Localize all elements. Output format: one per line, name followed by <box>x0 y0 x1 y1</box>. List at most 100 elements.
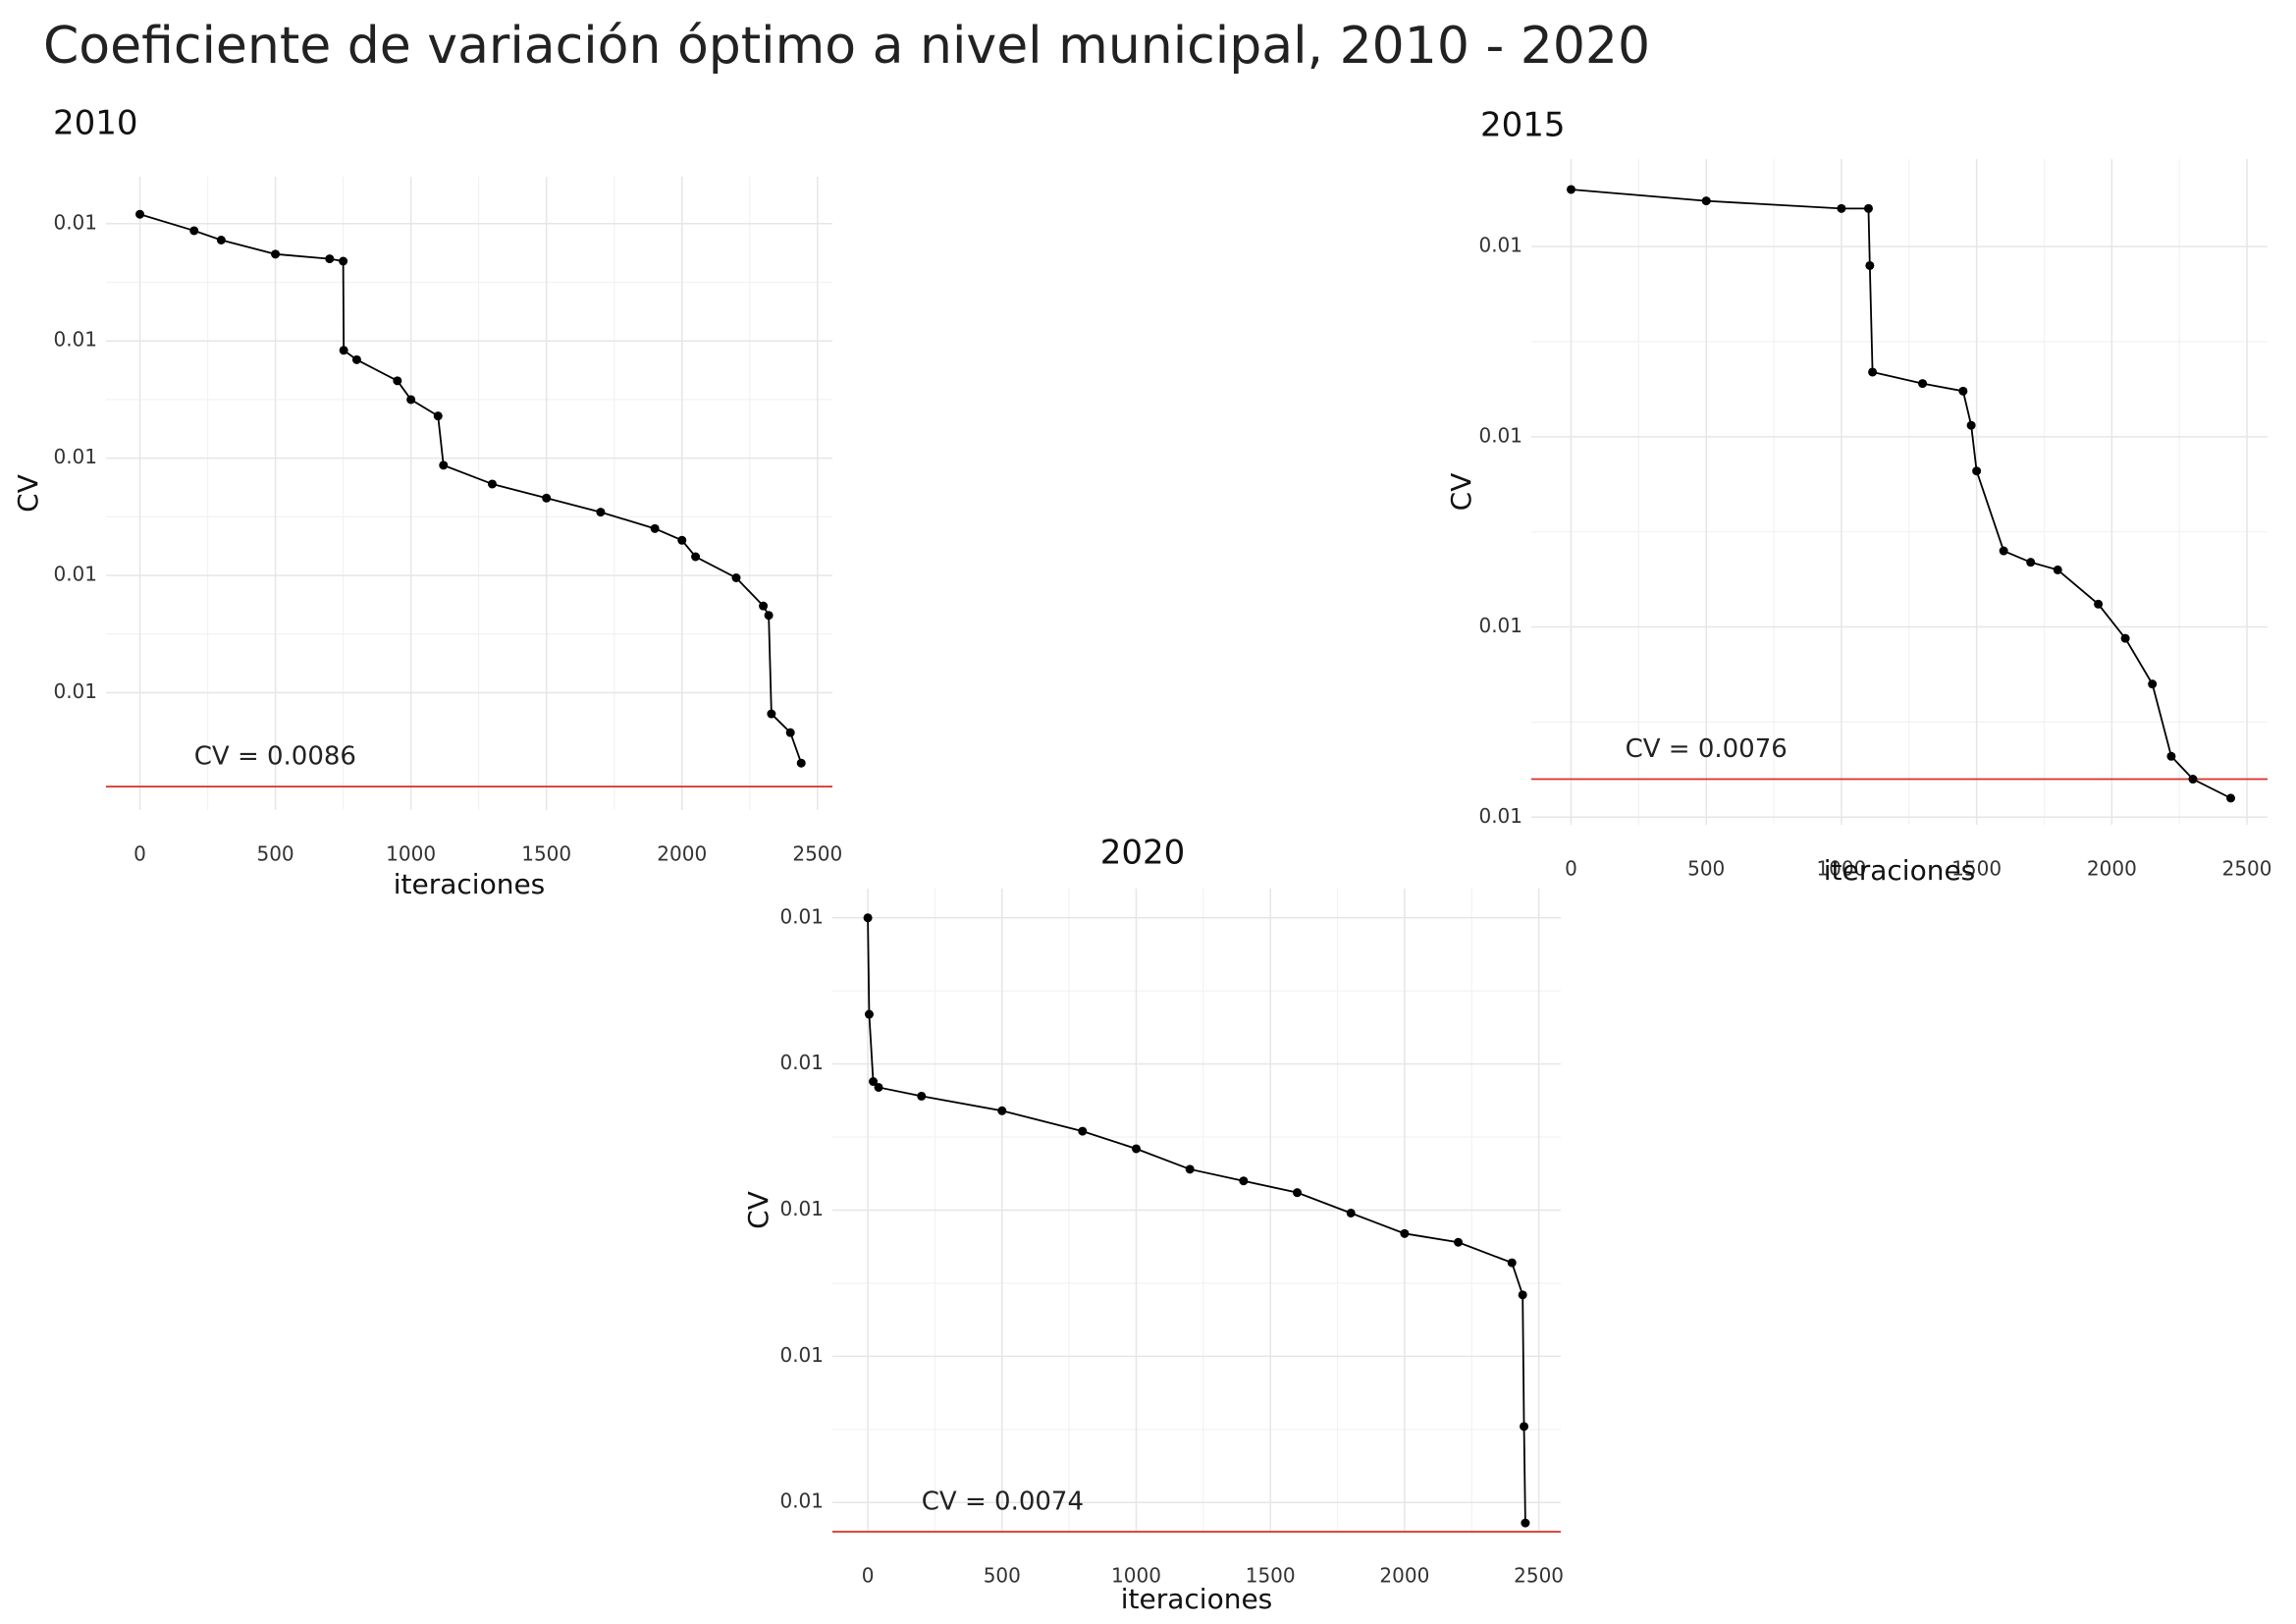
data-point <box>731 573 741 582</box>
data-line <box>867 917 1526 1524</box>
data-point <box>135 209 145 219</box>
panel-title: 2015 <box>1480 106 1566 145</box>
y-tick-label: 0.01 <box>1478 614 1522 637</box>
panel: 0 500 1000 1500 2000 2500 0.01 0.01 0.01 0.01 CV =… <box>1445 106 2272 888</box>
data-point <box>1958 386 1968 396</box>
x-axis-label: iteraciones <box>1121 1583 1273 1615</box>
data-point <box>439 460 449 470</box>
data-point <box>1972 466 1982 476</box>
y-tick-label: 0.01 <box>779 1489 824 1513</box>
data-point <box>2166 751 2176 761</box>
data-point <box>1865 260 1875 270</box>
reference-label: CV = 0.0086 <box>194 742 356 772</box>
data-point <box>1131 1144 1141 1154</box>
data-point <box>1566 185 1575 194</box>
reference-label: CV = 0.0076 <box>1626 734 1788 764</box>
data-point <box>2226 793 2236 803</box>
data-point <box>393 376 402 386</box>
data-point <box>677 535 687 545</box>
data-point <box>1868 367 1878 377</box>
figure-title: Coeficiente de variación óptimo a nivel … <box>43 17 1650 76</box>
data-point <box>2053 565 2062 574</box>
data-point <box>1454 1237 1464 1247</box>
x-tick-label: 2000 <box>1379 1564 1429 1588</box>
y-tick-label: 0.01 <box>1478 804 1522 828</box>
y-axis-label: CV <box>742 1191 774 1229</box>
data-point <box>863 913 873 923</box>
x-axis-label: iteraciones <box>1824 854 1976 887</box>
data-point <box>1185 1164 1195 1174</box>
data-point <box>1239 1176 1249 1186</box>
x-tick-label: 1000 <box>1111 1564 1161 1588</box>
data-point <box>864 1009 874 1019</box>
data-point <box>997 1106 1007 1115</box>
x-tick-label: 0 <box>133 842 146 866</box>
data-point <box>2026 558 2036 568</box>
data-point <box>1999 546 2008 556</box>
data-point <box>271 249 281 259</box>
x-tick-label: 1500 <box>521 842 571 866</box>
y-tick-label: 0.01 <box>53 445 97 468</box>
x-tick-label: 2000 <box>657 842 707 866</box>
data-point <box>1520 1422 1529 1432</box>
y-tick-label: 0.01 <box>53 679 97 703</box>
x-tick-label: 2500 <box>1514 1564 1564 1588</box>
data-point <box>1078 1126 1088 1136</box>
data-point <box>1346 1208 1356 1218</box>
data-point <box>433 411 443 421</box>
data-point <box>917 1091 927 1101</box>
x-tick-label: 1000 <box>386 842 436 866</box>
data-point <box>189 226 199 236</box>
data-point <box>1400 1228 1410 1238</box>
x-tick-label: 500 <box>256 842 294 866</box>
y-axis-label: CV <box>12 474 44 513</box>
y-tick-label: 0.01 <box>53 210 97 234</box>
data-point <box>1863 203 1873 213</box>
data-point <box>796 758 806 768</box>
data-point <box>1918 379 1928 389</box>
data-point <box>596 508 606 517</box>
data-point <box>339 256 348 266</box>
panel: 0 500 1000 1500 2000 2500 0.01 0.01 0.01 0.01 0.01… <box>742 834 1564 1616</box>
y-tick-label: 0.01 <box>779 904 824 928</box>
data-point <box>2120 633 2130 643</box>
data-point <box>1507 1258 1517 1268</box>
data-point <box>1701 196 1711 206</box>
y-tick-label: 0.01 <box>53 563 97 586</box>
data-line <box>139 213 803 764</box>
data-point <box>542 493 552 503</box>
x-tick-label: 500 <box>984 1564 1021 1588</box>
x-tick-label: 2500 <box>2222 857 2272 881</box>
x-tick-label: 1500 <box>1951 857 2002 881</box>
data-point <box>216 236 226 244</box>
data-point <box>650 523 660 533</box>
data-point <box>1837 203 1846 213</box>
y-axis-label: CV <box>1445 473 1477 512</box>
data-point <box>2094 599 2104 609</box>
x-tick-label: 2500 <box>792 842 842 866</box>
data-point <box>406 395 416 405</box>
data-point <box>2188 775 2198 785</box>
panel-title: 2020 <box>1100 834 1186 873</box>
data-point <box>339 346 348 355</box>
data-point <box>1518 1290 1527 1300</box>
x-tick-label: 0 <box>1565 857 1577 881</box>
data-point <box>1966 420 1976 430</box>
data-point <box>785 728 795 737</box>
data-point <box>869 1077 879 1086</box>
data-point <box>767 709 776 719</box>
data-point <box>1293 1188 1303 1198</box>
y-tick-label: 0.01 <box>1478 423 1522 447</box>
data-point <box>759 601 769 611</box>
x-tick-label: 2000 <box>2087 857 2137 881</box>
data-point <box>691 552 701 562</box>
panel: 0 500 1000 1500 2000 2500 0.01 0.01 0.01 0.01 0.01… <box>12 104 842 901</box>
y-tick-label: 0.01 <box>53 328 97 352</box>
data-point <box>487 479 497 489</box>
data-point <box>1521 1518 1530 1528</box>
data-point <box>764 611 774 621</box>
y-tick-label: 0.01 <box>779 1051 824 1074</box>
data-line <box>1571 189 2231 799</box>
data-point <box>325 254 335 264</box>
